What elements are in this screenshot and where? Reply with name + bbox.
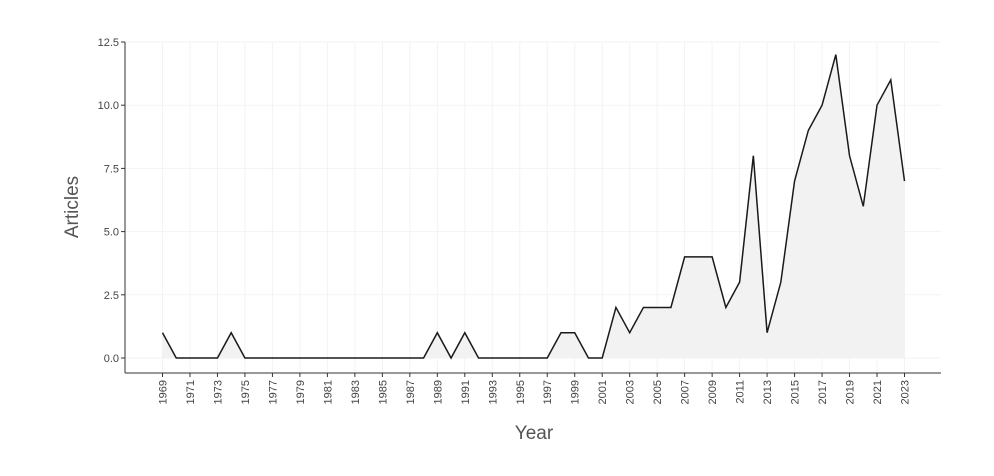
data-point xyxy=(751,154,755,158)
data-point xyxy=(861,204,865,208)
data-point xyxy=(229,331,233,335)
x-tick-label: 1969 xyxy=(158,380,170,404)
x-tick-label: 2019 xyxy=(845,380,857,404)
data-point xyxy=(435,331,439,335)
data-point xyxy=(834,53,838,57)
data-point xyxy=(848,154,852,158)
x-tick-label: 1993 xyxy=(487,380,499,404)
data-point xyxy=(408,356,412,360)
data-point xyxy=(614,305,618,309)
data-point xyxy=(903,179,907,183)
x-tick-label: 1991 xyxy=(460,380,472,404)
data-point xyxy=(655,305,659,309)
data-point xyxy=(243,356,247,360)
x-tick-label: 2001 xyxy=(597,380,609,404)
data-point xyxy=(669,305,673,309)
axes xyxy=(124,42,941,374)
data-point xyxy=(202,356,206,360)
data-point xyxy=(545,356,549,360)
data-point xyxy=(710,255,714,259)
x-tick-label: 1971 xyxy=(185,380,197,404)
x-tick-label: 2017 xyxy=(817,380,829,404)
data-point xyxy=(586,356,590,360)
x-tick-label: 1989 xyxy=(432,380,444,404)
grid xyxy=(125,41,941,373)
data-point xyxy=(270,356,274,360)
data-point xyxy=(490,356,494,360)
x-tick-label: 2011 xyxy=(735,380,747,404)
x-tick-label: 2023 xyxy=(900,380,912,404)
data-point xyxy=(298,356,302,360)
data-point xyxy=(188,356,192,360)
x-tick-label: 1997 xyxy=(542,380,554,404)
data-point xyxy=(463,331,467,335)
data-point xyxy=(875,103,879,107)
x-tick-label: 2013 xyxy=(762,380,774,404)
x-axis-ticks: 1969 1971 1973 1975 1977 1979 1981 1983 1985 1987… xyxy=(158,373,912,404)
data-point xyxy=(641,305,645,309)
data-point xyxy=(724,305,728,309)
data-point xyxy=(806,128,810,132)
x-tick-label: 1973 xyxy=(212,380,224,404)
x-tick-label: 1985 xyxy=(377,380,389,404)
data-point xyxy=(353,356,357,360)
series-line xyxy=(161,54,906,360)
x-axis-title: Year xyxy=(515,423,554,444)
y-tick-label: 10.0 xyxy=(98,100,119,112)
data-point xyxy=(325,356,329,360)
data-point xyxy=(696,255,700,259)
data-point xyxy=(765,331,769,335)
data-point xyxy=(889,78,893,82)
data-point xyxy=(477,356,481,360)
data-point xyxy=(793,179,797,183)
x-tick-label: 2005 xyxy=(652,380,664,404)
data-point xyxy=(380,356,384,360)
data-point xyxy=(367,356,371,360)
x-tick-label: 2003 xyxy=(625,380,637,404)
x-tick-label: 2007 xyxy=(680,380,692,404)
data-point xyxy=(422,356,426,360)
x-tick-label: 2015 xyxy=(790,380,802,404)
data-point xyxy=(628,331,632,335)
y-axis-title: Articles xyxy=(62,176,83,238)
x-tick-label: 1987 xyxy=(405,380,417,404)
data-point xyxy=(738,280,742,284)
x-tick-label: 1981 xyxy=(322,380,334,404)
area-fill xyxy=(162,54,905,358)
data-point xyxy=(683,255,687,259)
data-point xyxy=(394,356,398,360)
data-point xyxy=(257,356,261,360)
data-point xyxy=(215,356,219,360)
x-tick-label: 1999 xyxy=(570,380,582,404)
data-point xyxy=(532,356,536,360)
y-tick-label: 5.0 xyxy=(104,227,119,239)
data-point xyxy=(449,356,453,360)
data-point xyxy=(339,356,343,360)
x-tick-label: 1983 xyxy=(350,380,362,404)
y-tick-label: 2.5 xyxy=(104,290,119,302)
data-point xyxy=(779,280,783,284)
data-point xyxy=(504,356,508,360)
y-tick-label: 7.5 xyxy=(104,163,119,175)
data-point xyxy=(312,356,316,360)
data-point xyxy=(284,356,288,360)
y-tick-label: 12.5 xyxy=(98,37,119,49)
x-tick-label: 1975 xyxy=(240,380,252,404)
y-axis-ticks: 0.0 2.5 5.0 7.5 10.0 12.5 xyxy=(98,37,125,365)
data-point xyxy=(518,356,522,360)
x-tick-label: 1995 xyxy=(515,380,527,404)
data-point xyxy=(820,103,824,107)
data-point xyxy=(573,331,577,335)
x-tick-label: 2021 xyxy=(872,380,884,404)
data-point xyxy=(600,356,604,360)
data-point xyxy=(559,331,563,335)
x-tick-label: 2009 xyxy=(707,380,719,404)
data-point xyxy=(161,331,165,335)
data-point xyxy=(174,356,178,360)
x-tick-label: 1979 xyxy=(295,380,307,404)
y-tick-label: 0.0 xyxy=(104,353,119,365)
x-tick-label: 1977 xyxy=(267,380,279,404)
